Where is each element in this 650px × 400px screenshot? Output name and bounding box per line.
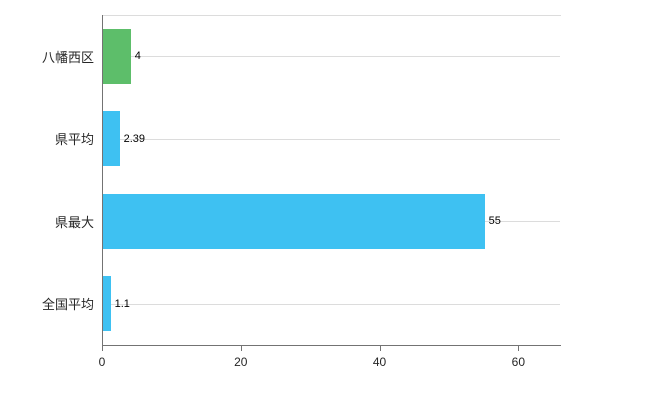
bar <box>103 193 485 249</box>
x-axis-tick-label: 0 <box>98 355 106 369</box>
x-axis-tick-label: 60 <box>511 355 526 369</box>
bar-area: 4 <box>102 15 560 98</box>
value-label: 1.1 <box>114 297 130 310</box>
category-label: 県平均 <box>54 132 94 148</box>
horizontal-gridline <box>103 56 560 58</box>
category-label: 県最大 <box>54 214 94 230</box>
horizontal-gridline <box>103 303 560 305</box>
x-axis-tick <box>518 346 520 351</box>
chart-row: 県平均 2.39 <box>0 97 560 180</box>
bar-area: 1.1 <box>102 262 560 345</box>
x-axis-tick-label: 20 <box>234 355 248 369</box>
chart-rows: 八幡西区 4 県平均 2.39 県最大 55 全国平均 1.1 <box>0 15 560 345</box>
category-label: 全国平均 <box>41 297 94 313</box>
bar <box>103 28 131 84</box>
chart-row: 全国平均 1.1 <box>0 262 560 345</box>
chart-row: 八幡西区 4 <box>0 15 560 98</box>
value-label: 55 <box>488 215 501 228</box>
x-axis-tick <box>102 346 103 351</box>
value-label: 4 <box>134 50 141 63</box>
bar <box>103 276 111 332</box>
chart-row: 県最大 55 <box>0 180 560 263</box>
bar-area: 2.39 <box>102 97 560 180</box>
plot-top-gridline <box>102 15 561 16</box>
category-label: 八幡西区 <box>41 49 94 65</box>
x-axis-tick <box>240 346 242 351</box>
value-label: 2.39 <box>123 132 145 145</box>
x-axis: 0 20 40 60 <box>99 345 561 369</box>
x-axis-tick <box>379 346 381 351</box>
x-axis-tick-label: 40 <box>372 355 387 369</box>
horizontal-gridline <box>103 138 560 140</box>
bar-area: 55 <box>102 180 560 263</box>
bar <box>103 111 120 167</box>
